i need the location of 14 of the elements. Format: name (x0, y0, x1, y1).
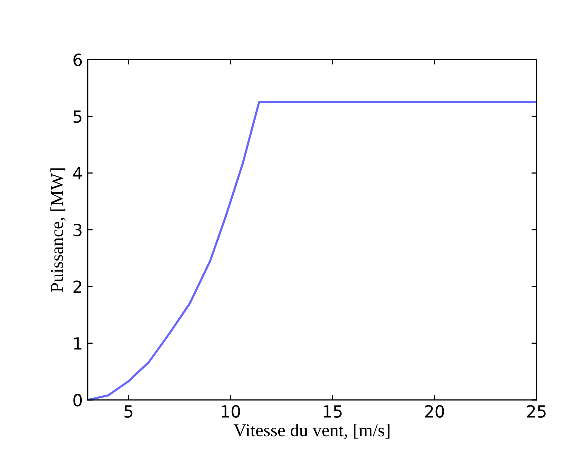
y-tick-label: 1 (74, 338, 82, 350)
y-tick-label: 5 (74, 110, 82, 124)
x-axis-title: Vitesse du vent, [m/s] (234, 424, 390, 440)
x-tick-label: 20 (425, 405, 444, 418)
y-tick-label: 0 (74, 394, 82, 407)
y-tick-label: 4 (73, 167, 82, 180)
y-tick-label: 6 (74, 54, 82, 66)
y-tick-label: 3 (74, 224, 82, 237)
y-axis-title: Puissance, [MW] (50, 168, 66, 292)
x-tick-label: 5 (124, 406, 133, 418)
x-tick-label: 25 (527, 405, 546, 418)
x-tick-label: 10 (222, 405, 240, 418)
y-tick-label: 2 (74, 280, 82, 294)
x-tick-label: 15 (324, 406, 342, 418)
